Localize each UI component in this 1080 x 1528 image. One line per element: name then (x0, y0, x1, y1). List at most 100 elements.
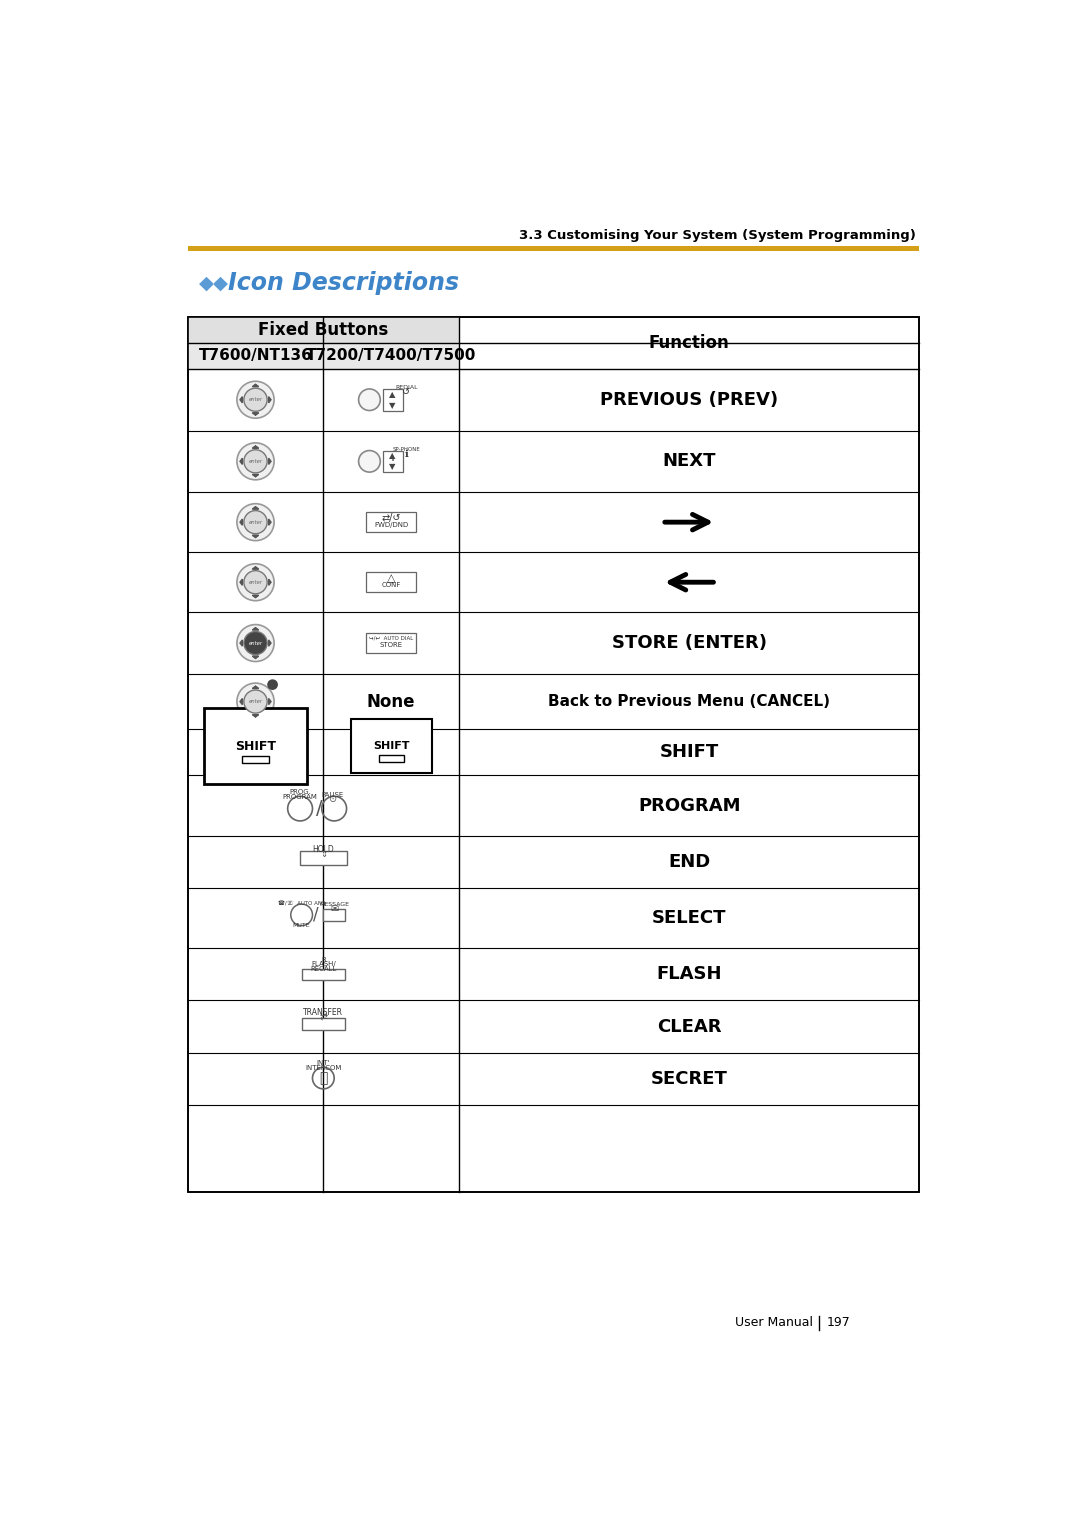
Text: INT': INT' (316, 1060, 330, 1067)
Bar (188, 316, 919, 1192)
Text: •: • (391, 458, 394, 465)
Text: FLASH: FLASH (657, 966, 721, 983)
Circle shape (244, 691, 267, 714)
Circle shape (237, 443, 274, 480)
Text: CONF: CONF (381, 582, 401, 588)
Polygon shape (240, 458, 242, 465)
Text: CLEAR: CLEAR (657, 1018, 721, 1036)
Bar (242, 756, 270, 762)
Text: SP-PHONE: SP-PHONE (393, 446, 420, 451)
Text: /: / (316, 799, 323, 817)
Polygon shape (269, 397, 271, 403)
Text: SECRET: SECRET (650, 1070, 728, 1088)
Text: PROG.: PROG. (289, 788, 311, 795)
Bar (188, 316, 459, 342)
Text: ⏻: ⏻ (319, 1071, 327, 1085)
Text: RECALL: RECALL (310, 966, 337, 972)
Text: TRANSFER: TRANSFER (303, 1008, 343, 1018)
Text: SHIFT: SHIFT (373, 741, 409, 752)
Polygon shape (269, 640, 271, 646)
Polygon shape (269, 579, 271, 585)
Text: 197: 197 (826, 1317, 850, 1329)
Circle shape (244, 631, 267, 654)
Text: ▼: ▼ (390, 400, 396, 410)
Text: 3.3 Customising Your System (System Programming): 3.3 Customising Your System (System Prog… (519, 229, 916, 243)
Bar (188, 246, 919, 251)
Polygon shape (269, 520, 271, 526)
Text: REDIAL: REDIAL (395, 385, 418, 390)
Polygon shape (253, 507, 258, 509)
Text: FLASH/: FLASH/ (311, 961, 336, 967)
Text: STORE: STORE (379, 642, 403, 648)
Bar (366, 571, 416, 593)
Text: ⇄/↺: ⇄/↺ (381, 513, 401, 523)
Text: ⇄: ⇄ (320, 1012, 327, 1022)
Polygon shape (253, 715, 258, 717)
Bar (323, 909, 345, 921)
Text: T7600/NT136: T7600/NT136 (199, 348, 312, 364)
Bar (366, 633, 416, 652)
Polygon shape (253, 535, 258, 538)
Text: Icon Descriptions: Icon Descriptions (228, 272, 459, 295)
Text: enter: enter (248, 700, 262, 704)
Text: ↪/↩  AUTO DIAL: ↪/↩ AUTO DIAL (369, 636, 414, 640)
Text: ✉: ✉ (330, 903, 338, 914)
Bar (300, 851, 347, 865)
Ellipse shape (359, 451, 380, 472)
Text: ⇕: ⇕ (320, 850, 327, 859)
Circle shape (237, 382, 274, 419)
Text: ℹ: ℹ (405, 449, 408, 458)
Polygon shape (253, 567, 258, 568)
Polygon shape (253, 628, 258, 630)
Text: User Manual: User Manual (735, 1317, 813, 1329)
Text: INTERCOM: INTERCOM (306, 1065, 341, 1071)
Circle shape (244, 449, 267, 472)
Text: NEXT: NEXT (662, 452, 716, 471)
Bar (382, 451, 403, 472)
Circle shape (244, 510, 267, 533)
Text: ▼: ▼ (390, 461, 396, 471)
Text: Fixed Buttons: Fixed Buttons (258, 321, 389, 339)
Text: SHIFT: SHIFT (235, 740, 276, 753)
Text: PREVIOUS (PREV): PREVIOUS (PREV) (600, 391, 779, 408)
Bar (188, 342, 459, 368)
Text: SHIFT: SHIFT (660, 744, 719, 761)
Text: R: R (321, 957, 326, 963)
Circle shape (237, 564, 274, 601)
Text: Back to Previous Menu (CANCEL): Back to Previous Menu (CANCEL) (549, 694, 831, 709)
Text: MESSAGE: MESSAGE (320, 902, 349, 906)
Text: PROGRAM: PROGRAM (283, 795, 318, 801)
Text: ▲: ▲ (390, 390, 396, 399)
Polygon shape (253, 446, 258, 448)
Bar (301, 969, 345, 981)
Text: T7200/T7400/T7500: T7200/T7400/T7500 (306, 348, 476, 364)
Text: enter: enter (248, 397, 262, 402)
Circle shape (268, 680, 278, 689)
Bar (301, 1018, 345, 1030)
Text: SELECT: SELECT (652, 909, 727, 927)
Text: STORE (ENTER): STORE (ENTER) (611, 634, 767, 652)
Text: ▲: ▲ (390, 451, 396, 460)
Circle shape (237, 504, 274, 541)
Polygon shape (269, 458, 271, 465)
Circle shape (244, 388, 267, 411)
Polygon shape (253, 596, 258, 597)
Circle shape (237, 683, 274, 720)
Polygon shape (253, 656, 258, 659)
Text: FWD/DND: FWD/DND (374, 523, 408, 529)
Text: enter: enter (248, 520, 262, 524)
Circle shape (244, 570, 267, 594)
Circle shape (237, 625, 274, 662)
Ellipse shape (359, 390, 380, 411)
Text: ◆◆: ◆◆ (199, 274, 229, 293)
Text: END: END (669, 853, 711, 871)
Text: PROGRAM: PROGRAM (638, 796, 741, 814)
Bar (188, 316, 919, 1192)
Text: None: None (367, 692, 416, 711)
Polygon shape (240, 698, 242, 704)
Polygon shape (240, 397, 242, 403)
Bar (379, 755, 404, 761)
Text: /: / (313, 906, 319, 924)
Polygon shape (240, 640, 242, 646)
Polygon shape (253, 474, 258, 477)
